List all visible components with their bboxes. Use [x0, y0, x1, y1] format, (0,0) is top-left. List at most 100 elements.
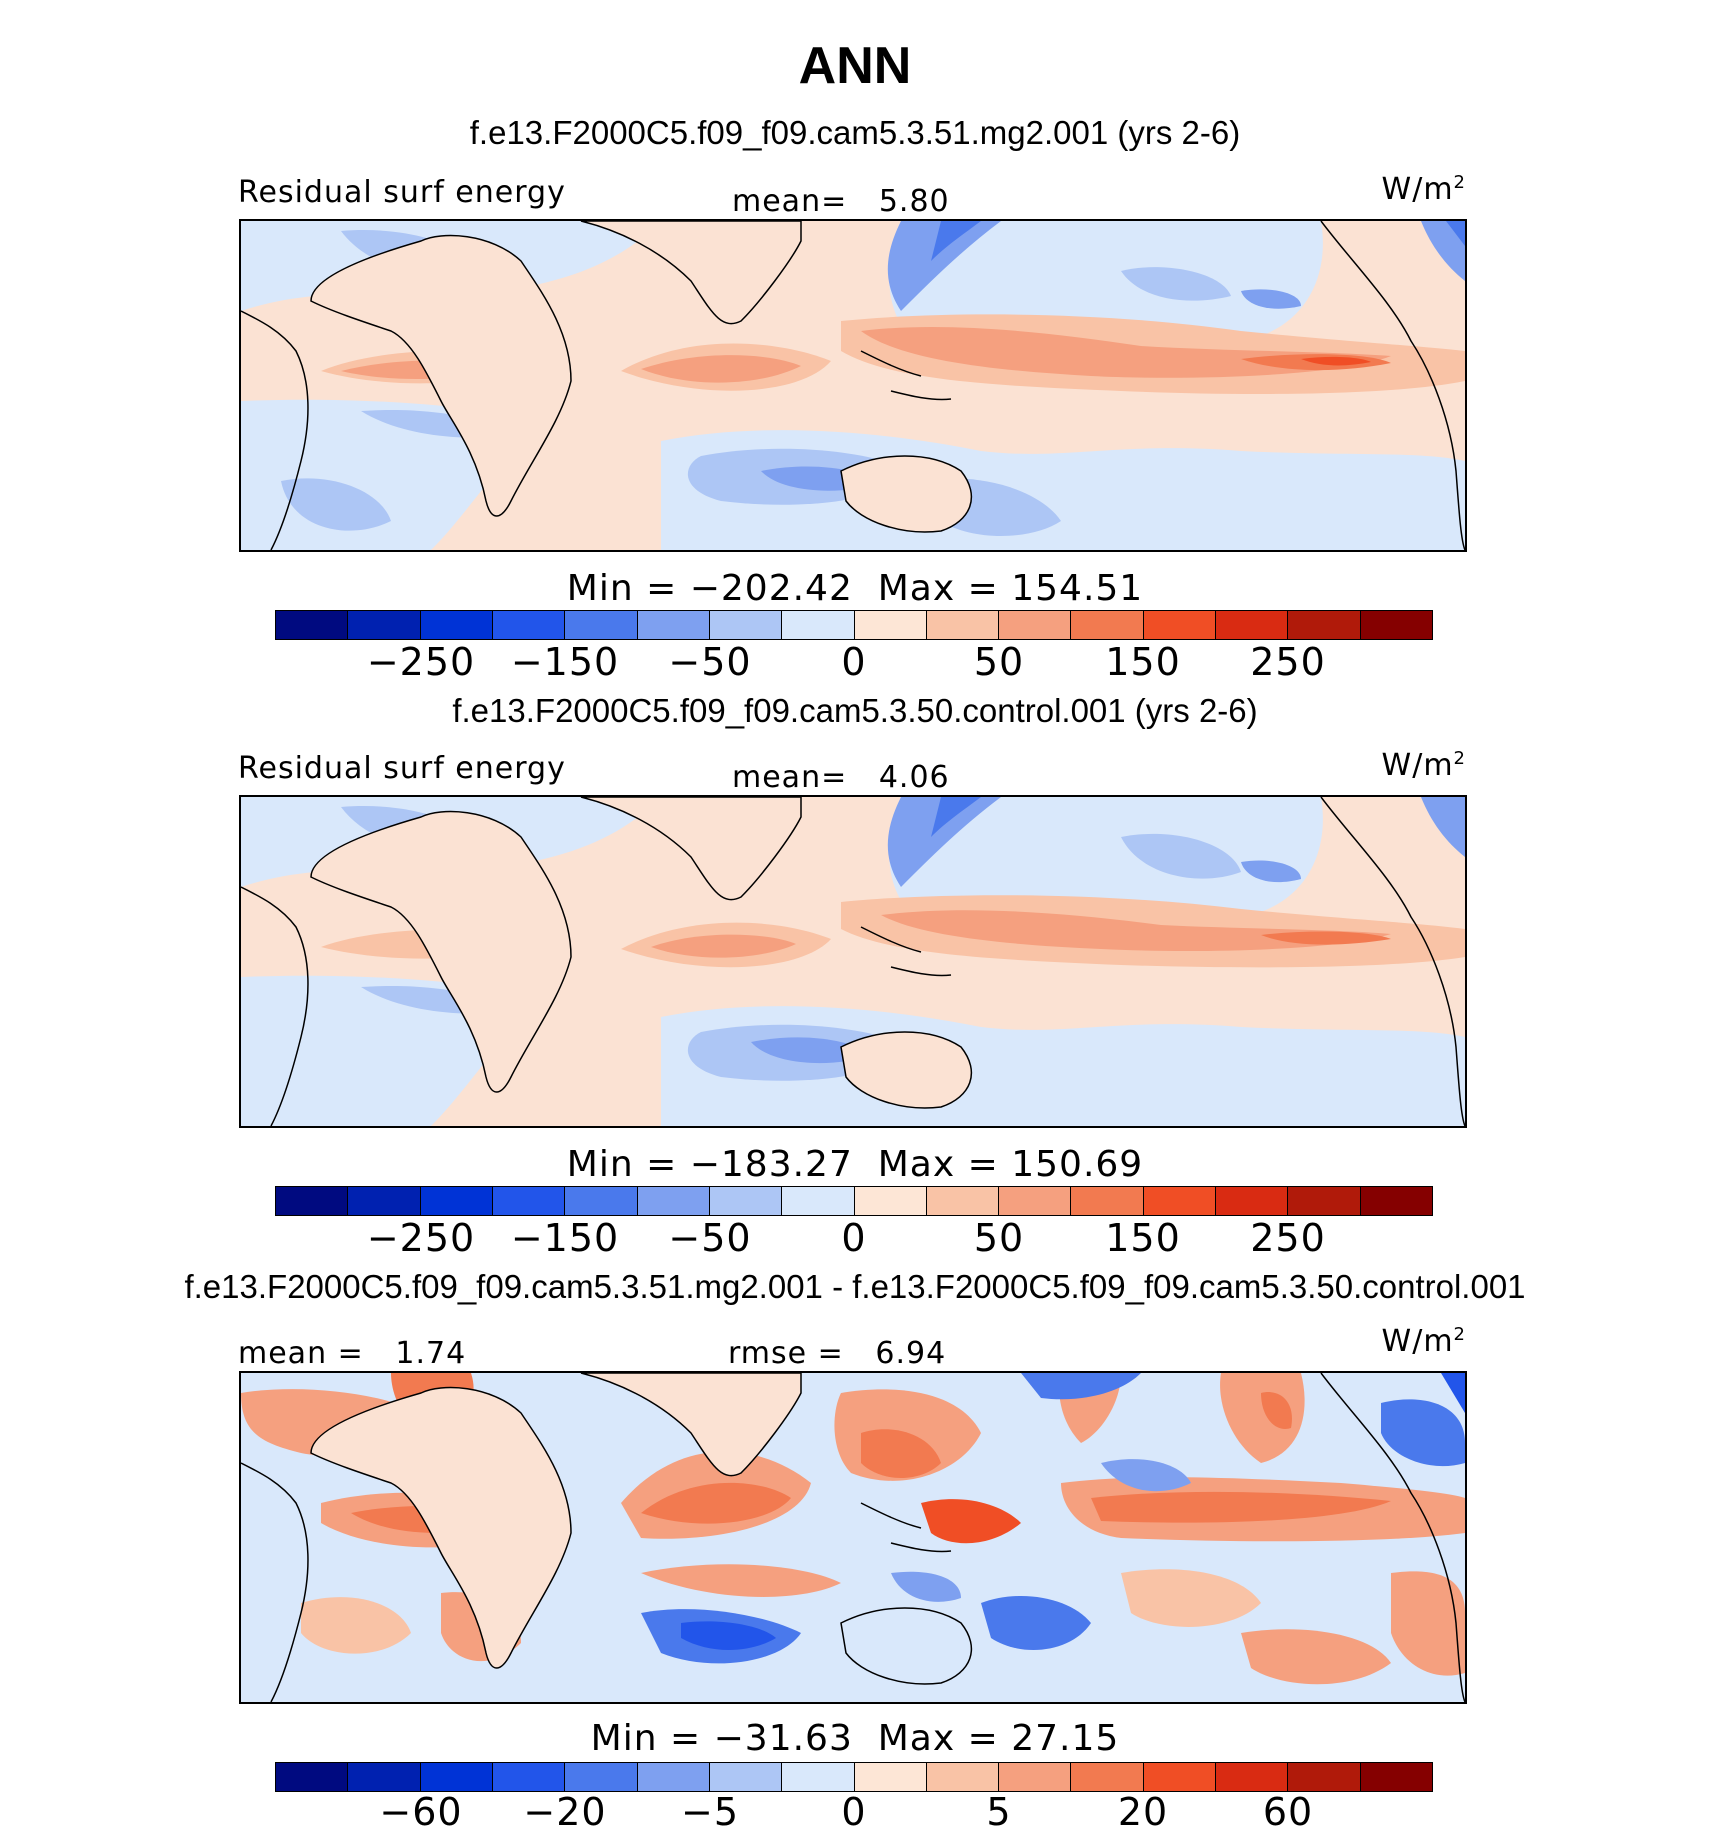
panel2-minmax: Min = −183.27 Max = 150.69 — [0, 1144, 1710, 1185]
colorbar-swatch — [637, 1763, 710, 1791]
panel2-mean: mean= 4.06 — [732, 760, 950, 795]
colorbar-swatch — [1288, 1763, 1361, 1791]
panel3-mean: mean = 1.74 — [238, 1336, 466, 1371]
panel2-mean-value: 4.06 — [878, 760, 950, 795]
panel3-tick: −60 — [379, 1790, 463, 1834]
colorbar-swatch — [926, 611, 1000, 639]
panel1-mean-value: 5.80 — [878, 184, 950, 219]
panel1-min-value: −202.42 — [689, 568, 853, 609]
panel3-tick: 60 — [1262, 1790, 1314, 1834]
panel2-tick: 150 — [1105, 1216, 1181, 1260]
panel3-max-value: 27.15 — [1011, 1718, 1120, 1759]
panel2-tick: −250 — [366, 1216, 476, 1260]
panel3-rmse: rmse = 6.94 — [728, 1336, 946, 1371]
colorbar-swatch — [709, 1763, 783, 1791]
panel3-case-title: f.e13.F2000C5.f09_f09.cam5.3.51.mg2.001 … — [184, 1268, 1526, 1305]
panel2-min-value: −183.27 — [689, 1144, 853, 1185]
panel3-min-value: −31.63 — [713, 1718, 853, 1759]
colorbar-swatch — [276, 1187, 349, 1215]
colorbar-swatch — [1360, 1763, 1432, 1791]
panel1-tick: −50 — [668, 640, 752, 684]
panel3-tick: −20 — [523, 1790, 607, 1834]
colorbar-swatch — [1216, 1763, 1289, 1791]
panel3-max-label: Max = — [877, 1718, 999, 1759]
colorbar-swatch — [420, 1187, 493, 1215]
colorbar-swatch — [492, 1763, 566, 1791]
panel3-min-label: Min = — [590, 1718, 702, 1759]
panel1-tick: 150 — [1105, 640, 1181, 684]
panel3-rmse-label: rmse = — [728, 1336, 844, 1371]
panel2-colorbar — [275, 1186, 1433, 1216]
panel1-tick: −250 — [366, 640, 476, 684]
panel2-field-label: Residual surf energy — [238, 751, 566, 786]
panel2-map — [239, 795, 1467, 1128]
colorbar-swatch — [348, 611, 421, 639]
colorbar-swatch — [565, 1763, 638, 1791]
panel3-tick: 5 — [986, 1790, 1012, 1834]
panel1-tick: −150 — [510, 640, 620, 684]
panel2-tick: −150 — [510, 1216, 620, 1260]
colorbar-swatch — [1288, 1187, 1361, 1215]
colorbar-swatch — [1071, 1763, 1144, 1791]
panel1-tick: 50 — [973, 640, 1025, 684]
colorbar-swatch — [276, 611, 349, 639]
panel2-map-canvas — [241, 797, 1465, 1126]
panel1-minmax: Min = −202.42 Max = 154.51 — [0, 568, 1710, 609]
colorbar-swatch — [999, 1763, 1072, 1791]
colorbar-swatch — [565, 1187, 638, 1215]
panel1-max-label: Max = — [877, 568, 999, 609]
colorbar-swatch — [348, 1187, 421, 1215]
panel2-unit-base: W/m — [1381, 748, 1454, 783]
panel3-mean-label: mean = — [238, 1336, 364, 1371]
panel2-max-value: 150.69 — [1011, 1144, 1144, 1185]
panel2-unit-exp: 2 — [1453, 748, 1466, 769]
panel2-tick: 50 — [973, 1216, 1025, 1260]
colorbar-swatch — [1288, 611, 1361, 639]
panel3-colorbar — [275, 1762, 1433, 1792]
colorbar-swatch — [709, 611, 783, 639]
panel3-tick: 0 — [841, 1790, 867, 1834]
panel1-min-label: Min = — [566, 568, 678, 609]
panel3-mean-value: 1.74 — [395, 1336, 467, 1371]
colorbar-swatch — [1143, 1763, 1217, 1791]
page-title: ANN — [798, 37, 912, 95]
colorbar-swatch — [782, 1763, 855, 1791]
panel1-map — [239, 219, 1467, 552]
colorbar-swatch — [492, 1187, 566, 1215]
colorbar-swatch — [1143, 1187, 1217, 1215]
colorbar-swatch — [782, 611, 855, 639]
panel3-unit: W/m2 — [1330, 1324, 1466, 1359]
panel3-map — [239, 1371, 1467, 1704]
colorbar-swatch — [1360, 611, 1432, 639]
panel1-tick: 250 — [1250, 640, 1326, 684]
panel1-unit-base: W/m — [1381, 172, 1454, 207]
panel1-max-value: 154.51 — [1011, 568, 1144, 609]
panel3-rmse-value: 6.94 — [875, 1336, 947, 1371]
panel1-colorbar — [275, 610, 1433, 640]
colorbar-swatch — [1360, 1187, 1432, 1215]
panel2-min-label: Min = — [566, 1144, 678, 1185]
colorbar-swatch — [1071, 1187, 1144, 1215]
colorbar-swatch — [276, 1763, 349, 1791]
colorbar-swatch — [999, 611, 1072, 639]
colorbar-swatch — [637, 611, 710, 639]
panel1-tick: 0 — [841, 640, 867, 684]
colorbar-swatch — [1216, 1187, 1289, 1215]
panel3-unit-base: W/m — [1381, 1324, 1454, 1359]
panel2-tick: 0 — [841, 1216, 867, 1260]
colorbar-swatch — [420, 611, 493, 639]
colorbar-swatch — [782, 1187, 855, 1215]
colorbar-swatch — [854, 1187, 927, 1215]
colorbar-swatch — [1216, 611, 1289, 639]
panel1-unit: W/m2 — [1330, 172, 1466, 207]
colorbar-swatch — [492, 611, 566, 639]
panel2-tick: 250 — [1250, 1216, 1326, 1260]
colorbar-swatch — [926, 1187, 1000, 1215]
panel3-tick: −5 — [680, 1790, 740, 1834]
colorbar-swatch — [420, 1763, 493, 1791]
panel2-tick: −50 — [668, 1216, 752, 1260]
panel2-case-title: f.e13.F2000C5.f09_f09.cam5.3.50.control.… — [452, 692, 1258, 729]
colorbar-swatch — [565, 611, 638, 639]
panel1-map-canvas — [241, 221, 1465, 550]
colorbar-swatch — [999, 1187, 1072, 1215]
